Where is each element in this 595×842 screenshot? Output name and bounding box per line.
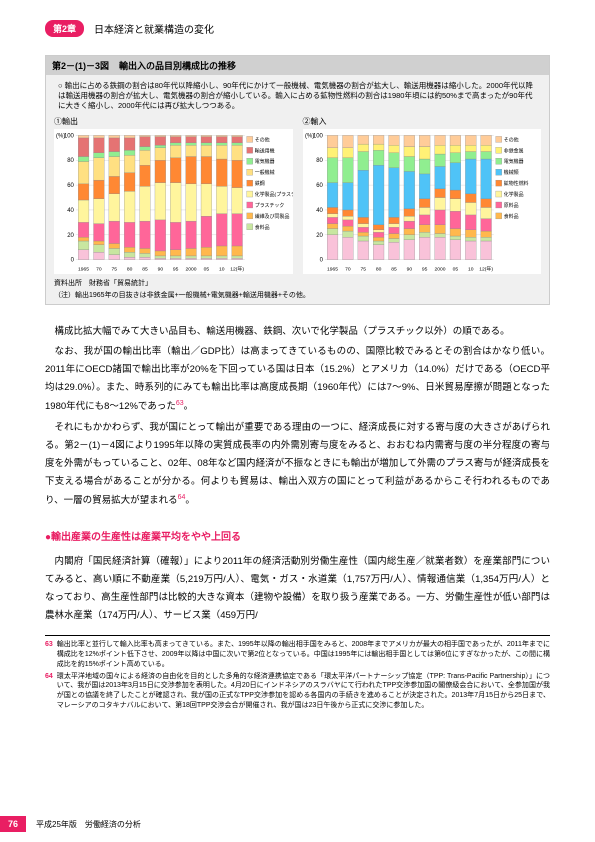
svg-text:40: 40 bbox=[67, 208, 74, 214]
svg-text:(%): (%) bbox=[304, 134, 313, 140]
svg-text:20: 20 bbox=[67, 233, 74, 239]
svg-text:機械類: 機械類 bbox=[503, 169, 518, 176]
svg-text:10: 10 bbox=[468, 267, 474, 273]
footnotes: 63輸出比率と並行して輸入比率も高まってきている。また、1995年以降の輸出相手… bbox=[0, 640, 595, 711]
figure-title: 輸出入の品目別構成比の推移 bbox=[119, 59, 236, 72]
svg-text:プラスチック: プラスチック bbox=[255, 203, 285, 209]
svg-text:鉄鋼: 鉄鋼 bbox=[255, 180, 265, 187]
svg-text:80: 80 bbox=[67, 158, 74, 164]
footnote-item: 64環太平洋地域の国々による経済の自由化を目的とした多角的な経済連携協定である「… bbox=[45, 672, 550, 711]
svg-text:60: 60 bbox=[67, 183, 74, 189]
svg-text:繊維及び同製品: 繊維及び同製品 bbox=[255, 213, 290, 220]
svg-text:1965: 1965 bbox=[78, 267, 89, 273]
svg-text:電気機器: 電気機器 bbox=[503, 158, 523, 165]
footnote-separator bbox=[45, 635, 550, 636]
svg-text:原料品: 原料品 bbox=[503, 202, 518, 209]
chapter-badge: 第2章 bbox=[45, 20, 84, 37]
svg-text:70: 70 bbox=[96, 267, 102, 273]
chart-note: （注）輸出1965年の目抜きは非鉄金属+一般機械+電気機器+輸送用機器+その他。 bbox=[54, 290, 541, 300]
svg-text:95: 95 bbox=[173, 267, 179, 273]
footnote-text: 環太平洋地域の国々による経済の自由化を目的とした多角的な経済連携協定である「環太… bbox=[57, 672, 550, 711]
chapter-title: 日本経済と就業構造の変化 bbox=[94, 21, 214, 36]
paragraph-2: なお、我が国の輸出比率（輸出／GDP比）は高まってきているものの、国際比較でみる… bbox=[45, 343, 550, 416]
page-number: 76 bbox=[0, 816, 26, 832]
svg-text:75: 75 bbox=[360, 267, 366, 273]
export-chart-label: ①輸出 bbox=[54, 116, 293, 127]
svg-text:12(年): 12(年) bbox=[230, 266, 244, 273]
svg-text:20: 20 bbox=[316, 233, 323, 239]
paragraph-3: それにもかかわらず、我が国にとって輸出が重要である理由の一つに、経済成長に対する… bbox=[45, 419, 550, 510]
svg-text:95: 95 bbox=[421, 267, 427, 273]
svg-text:食料品: 食料品 bbox=[503, 213, 518, 220]
body-text: 構成比拡大幅でみて大きい品目も、輸送用機器、鉄鋼、次いで化学製品（プラスチック以… bbox=[0, 305, 595, 625]
svg-text:一般機械: 一般機械 bbox=[255, 169, 275, 176]
svg-text:90: 90 bbox=[406, 267, 412, 273]
svg-text:鉱物性燃料: 鉱物性燃料 bbox=[503, 180, 528, 187]
svg-text:100: 100 bbox=[312, 134, 323, 140]
export-chart: 0 20 40 60 80 100(%) 1965 70 75 80 85 90 95 2000 05 10 1… bbox=[54, 129, 293, 274]
footnote-text: 輸出比率と並行して輸入比率も高まってきている。また、1995年以降の輸出相手国を… bbox=[57, 640, 550, 669]
import-chart-wrap: ②輸入 020406080100(%)196570758085909520000… bbox=[303, 116, 542, 276]
svg-text:70: 70 bbox=[345, 267, 351, 273]
svg-text:電気機器: 電気機器 bbox=[255, 158, 275, 165]
svg-text:05: 05 bbox=[204, 267, 210, 273]
svg-text:その他: その他 bbox=[503, 137, 518, 144]
footnote-item: 63輸出比率と並行して輸入比率も高まってきている。また、1995年以降の輸出相手… bbox=[45, 640, 550, 669]
page-footer: 76 平成25年版 労働経済の分析 bbox=[0, 816, 595, 832]
export-chart-wrap: ①輸出 020406080100(%)196570758085909520000… bbox=[54, 116, 293, 276]
section-heading: 輸出産業の生産性は産業平均をやや上回る bbox=[45, 528, 550, 547]
svg-text:0: 0 bbox=[319, 258, 323, 264]
import-chart-label: ②輸入 bbox=[303, 116, 542, 127]
svg-text:非鉄金属: 非鉄金属 bbox=[503, 148, 523, 155]
page-header: 第2章 日本経済と就業構造の変化 bbox=[0, 0, 595, 45]
svg-text:80: 80 bbox=[375, 267, 381, 273]
import-chart: 0 20 40 60 80 100(%) 1965 70 75 80 85 90 95 2000 05 10 1… bbox=[303, 129, 542, 274]
svg-text:75: 75 bbox=[111, 267, 117, 273]
svg-text:85: 85 bbox=[142, 267, 148, 273]
svg-text:1965: 1965 bbox=[327, 267, 338, 273]
svg-text:化学製品: 化学製品 bbox=[503, 191, 523, 198]
svg-text:12(年): 12(年) bbox=[479, 266, 493, 273]
svg-text:10: 10 bbox=[219, 267, 225, 273]
paragraph-1: 構成比拡大幅でみて大きい品目も、輸送用機器、鉄鋼、次いで化学製品（プラスチック以… bbox=[45, 323, 550, 341]
svg-text:60: 60 bbox=[316, 183, 323, 189]
svg-text:0: 0 bbox=[71, 258, 75, 264]
chart-source: 資料出所 財務省「貿易統計」 bbox=[54, 278, 541, 288]
svg-text:食料品: 食料品 bbox=[255, 224, 270, 231]
svg-text:輸送用機: 輸送用機 bbox=[255, 148, 275, 155]
figure-description: ○ 輸出に占める鉄鋼の割合は80年代以降縮小し、90年代にかけて一般機械、電気機… bbox=[54, 79, 541, 112]
charts-row: ①輸出 020406080100(%)196570758085909520000… bbox=[54, 116, 541, 276]
svg-text:その他: その他 bbox=[255, 137, 270, 144]
svg-text:90: 90 bbox=[158, 267, 164, 273]
svg-text:100: 100 bbox=[64, 134, 75, 140]
svg-text:05: 05 bbox=[452, 267, 458, 273]
footnote-ref-63: 63 bbox=[176, 400, 184, 407]
svg-text:(%): (%) bbox=[56, 134, 65, 140]
figure-number: 第2－(1)－3図 bbox=[52, 59, 109, 72]
footnote-num: 64 bbox=[45, 672, 53, 711]
svg-text:40: 40 bbox=[316, 208, 323, 214]
svg-text:化学製品(プラスチック以外): 化学製品(プラスチック以外) bbox=[255, 191, 293, 198]
svg-text:80: 80 bbox=[316, 158, 323, 164]
svg-text:85: 85 bbox=[391, 267, 397, 273]
footnote-num: 63 bbox=[45, 640, 53, 669]
svg-text:80: 80 bbox=[127, 267, 133, 273]
paragraph-4: 内閣府「国民経済計算（確報）」により2011年の経済活動別労働生産性（国内総生産… bbox=[45, 553, 550, 625]
svg-text:2000: 2000 bbox=[186, 267, 197, 273]
figure-box: 第2－(1)－3図 輸出入の品目別構成比の推移 ○ 輸出に占める鉄鋼の割合は80… bbox=[45, 55, 550, 305]
footer-text: 平成25年版 労働経済の分析 bbox=[36, 819, 141, 830]
figure-header: 第2－(1)－3図 輸出入の品目別構成比の推移 bbox=[46, 56, 549, 75]
svg-text:2000: 2000 bbox=[434, 267, 445, 273]
